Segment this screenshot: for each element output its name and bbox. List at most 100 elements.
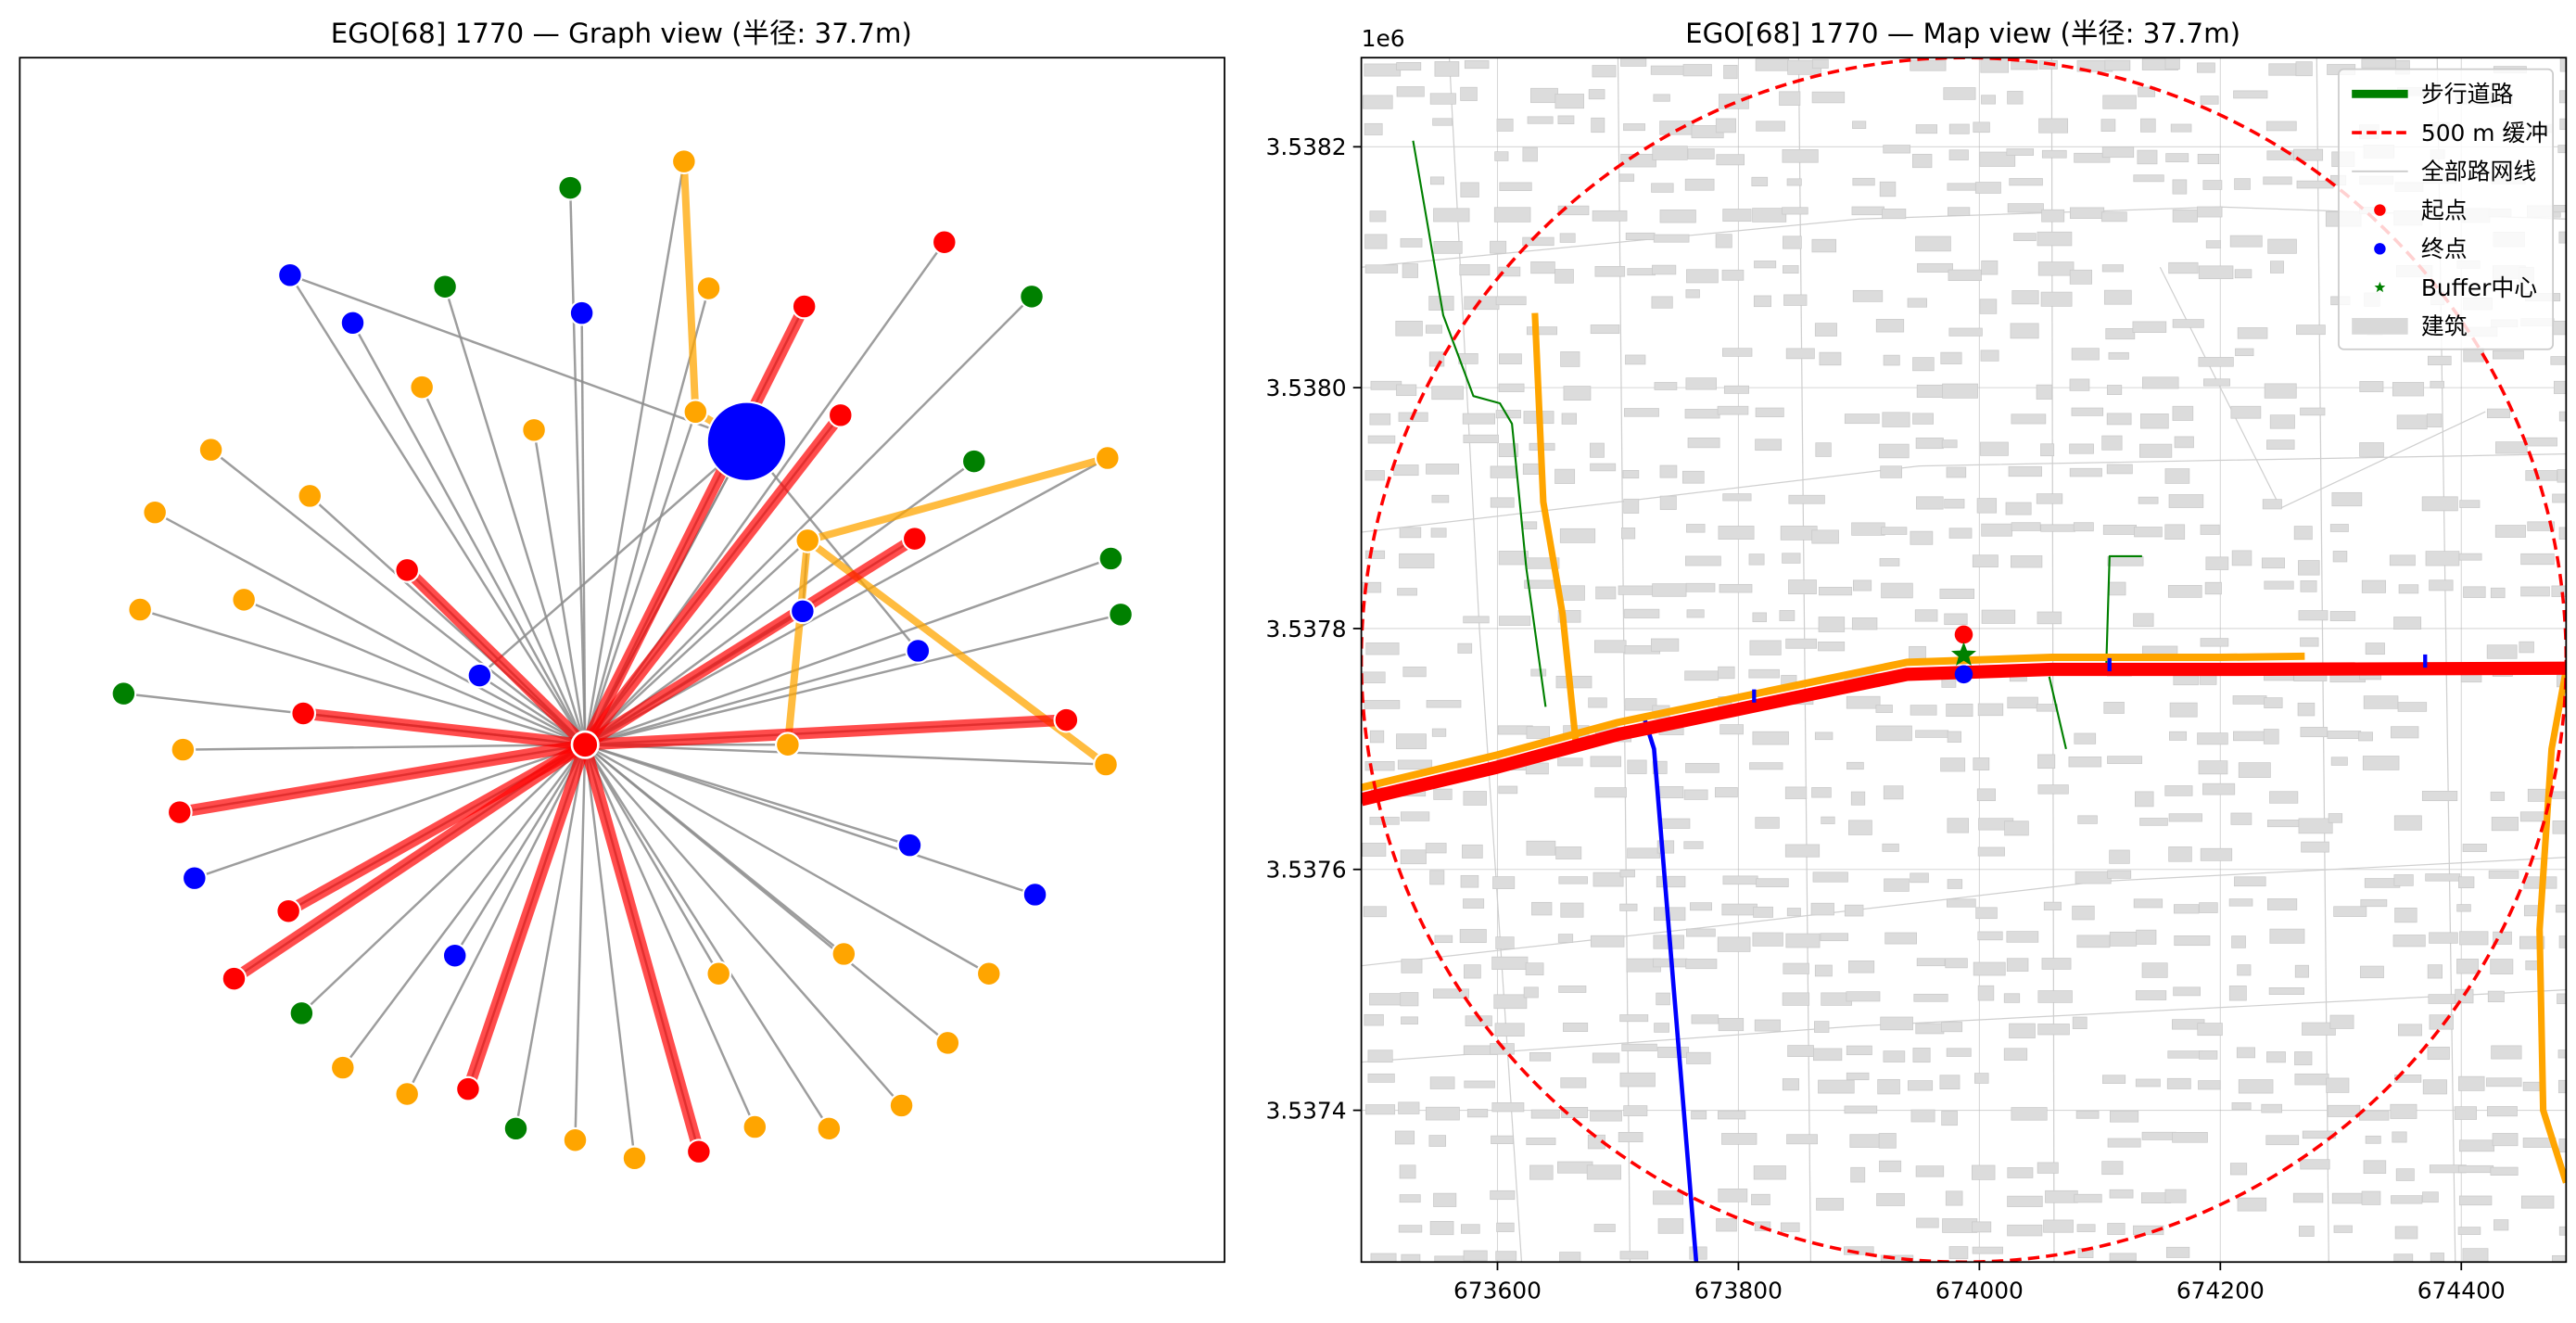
map-building-295: [1719, 724, 1744, 735]
map-building-375: [1816, 1198, 1845, 1211]
map-building-321: [1753, 906, 1773, 918]
map-building-529: [2038, 118, 2069, 134]
map-building-719: [2295, 61, 2313, 77]
map-building-394: [1844, 1105, 1878, 1114]
map-building-228: [1659, 121, 1694, 135]
map-building-258: [1684, 178, 1715, 191]
map-xtick-label-4: 674400: [2417, 1277, 2506, 1304]
map-building-218: [1619, 903, 1638, 911]
map-building-543: [2043, 901, 2062, 911]
map-building-886: [2520, 553, 2555, 566]
map-building-16: [1364, 761, 1395, 771]
map-building-720: [2293, 148, 2324, 161]
map-building-796: [2393, 874, 2414, 886]
map-building-362: [1818, 617, 1846, 632]
map-building-185: [1590, 463, 1617, 472]
map-building-76: [1433, 1192, 1457, 1207]
map-building-422: [1910, 59, 1947, 71]
graph-node-53: [816, 1115, 843, 1142]
map-building-632: [2174, 436, 2194, 449]
map-building-604: [2137, 149, 2158, 165]
map-building-675: [2234, 178, 2251, 190]
map-building-344: [1784, 786, 1808, 799]
map-building-73: [1429, 1076, 1455, 1089]
map-building-192: [1593, 871, 1624, 887]
map-building-334: [1783, 294, 1808, 306]
map-building-299: [1717, 936, 1751, 952]
map-building-474: [1945, 1190, 1963, 1206]
map-building-581: [2106, 385, 2123, 395]
graph-edge-6: [584, 295, 1033, 746]
map-building-697: [2265, 121, 2297, 132]
map-building-817: [2429, 579, 2454, 592]
legend-label-1: 500 m 缓冲: [2421, 120, 2548, 146]
map-building-749: [2332, 551, 2348, 563]
map-building-12: [1365, 642, 1400, 655]
map-building-100: [1463, 1250, 1488, 1262]
map-building-627: [2172, 179, 2188, 195]
map-building-732: [2298, 818, 2333, 834]
map-building-244: [1658, 818, 1691, 829]
graph-node-13: [521, 416, 547, 443]
map-building-816: [2425, 551, 2460, 566]
map-building-349: [1782, 992, 1810, 1006]
map-building-4: [1364, 234, 1388, 249]
map-building-75: [1428, 1135, 1447, 1147]
graph-node-12: [827, 401, 854, 428]
map-building-585: [2102, 525, 2137, 535]
graph-edge-8: [580, 312, 587, 745]
map-building-238: [1652, 583, 1687, 597]
map-building-319: [1755, 817, 1780, 829]
map-building-507: [2007, 203, 2044, 213]
map-building-288: [1723, 385, 1749, 394]
map-building-80: [1460, 86, 1478, 101]
graph-node-40: [441, 942, 468, 969]
map-building-276: [1691, 1014, 1719, 1024]
map-building-806: [2393, 1253, 2414, 1263]
map-building-799: [2397, 1024, 2422, 1037]
map-building-463: [1946, 703, 1973, 718]
map-building-328: [1779, 91, 1801, 106]
map-building-345: [1784, 844, 1821, 858]
map-building-740: [2292, 1192, 2324, 1203]
map-building-748: [2329, 524, 2349, 532]
map-building-207: [1622, 470, 1640, 479]
map-building-381: [1851, 522, 1885, 536]
map-building-916: [2558, 935, 2567, 948]
map-building-165: [1555, 675, 1593, 689]
map-building-555: [2069, 378, 2090, 391]
map-title: EGO[68] 1770 — Map view (半径: 37.7m): [1685, 18, 2240, 49]
map-building-333: [1783, 265, 1799, 274]
map-building-120: [1495, 936, 1515, 949]
map-building-324: [1753, 1165, 1786, 1180]
map-building-540: [2036, 704, 2058, 712]
graph-node-25: [127, 596, 153, 623]
map-building-920: [2558, 1138, 2567, 1153]
map-building-155: [1557, 205, 1590, 216]
map-building-677: [2234, 269, 2252, 279]
map-building-700: [2267, 238, 2297, 254]
graph-edge-40: [453, 744, 587, 957]
map-building-914: [2552, 820, 2567, 834]
map-building-739: [2300, 1159, 2330, 1170]
map-building-753: [2330, 757, 2348, 766]
map-building-22: [1364, 1013, 1384, 1026]
map-building-367: [1812, 871, 1848, 883]
map-building-905: [2550, 356, 2566, 365]
map-building-512: [2008, 465, 2042, 477]
graph-edge-51: [514, 744, 587, 1129]
map-building-388: [1848, 820, 1872, 835]
map-building-559: [2073, 522, 2094, 532]
map-building-428: [1912, 357, 1935, 372]
map-building-534: [2040, 291, 2073, 307]
map-building-221: [1621, 1043, 1657, 1051]
map-building-804: [2391, 1195, 2423, 1204]
map-building-687: [2228, 898, 2253, 907]
graph-node-23: [231, 586, 258, 613]
map-building-723: [2300, 407, 2326, 416]
map-building-40: [1397, 759, 1433, 770]
map-building-406: [1881, 527, 1908, 535]
map-building-173: [1563, 1023, 1589, 1032]
map-building-850: [2457, 1227, 2481, 1235]
map-building-341: [1785, 638, 1818, 649]
